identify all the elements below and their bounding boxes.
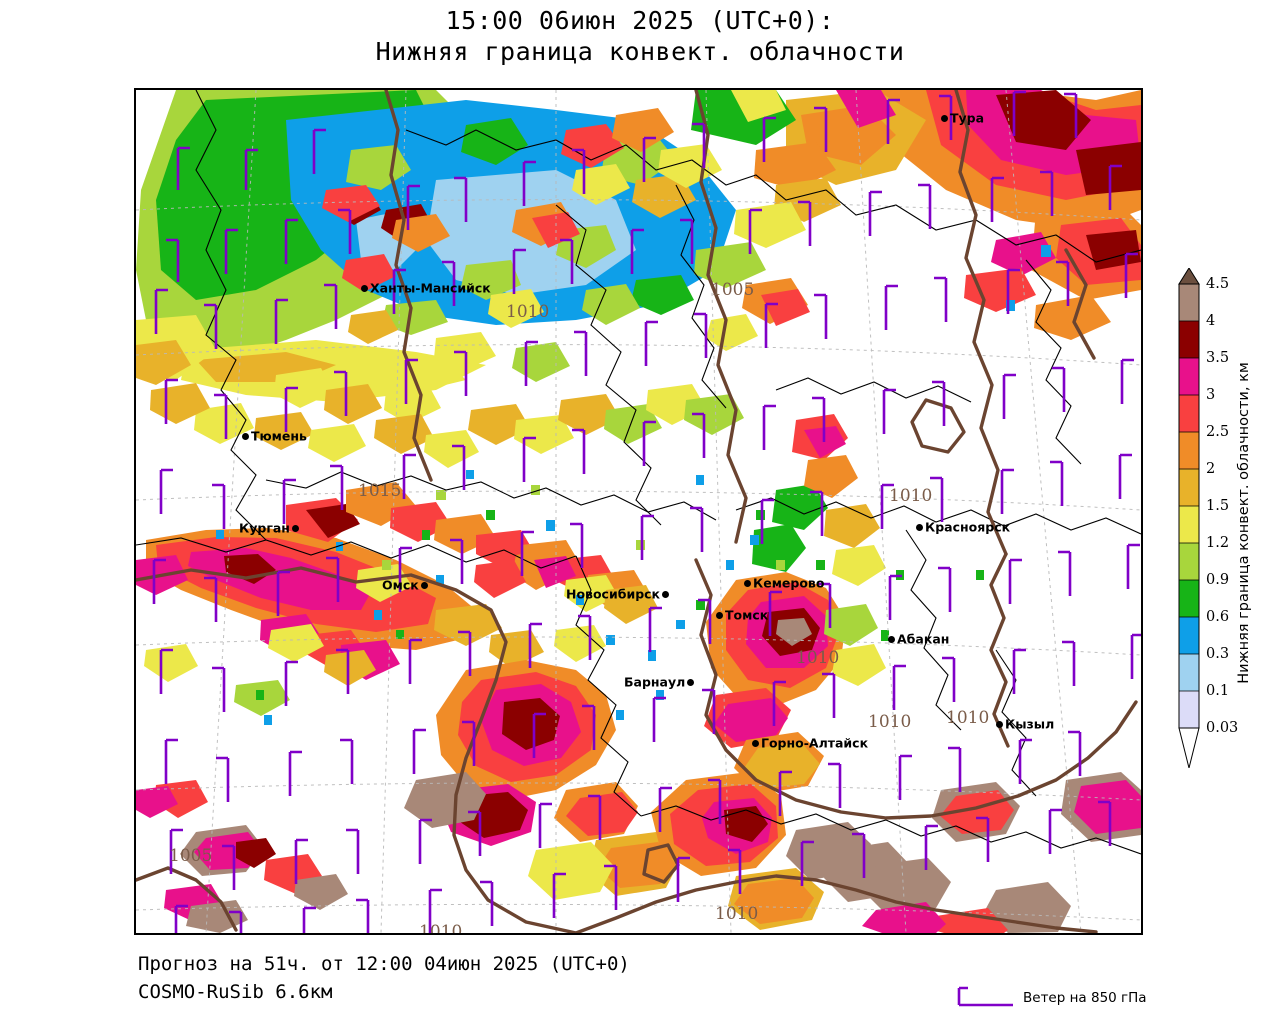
colorbar-tick-label: 3.5 (1206, 349, 1230, 366)
city-name: Барнаул (624, 674, 686, 690)
colorbar-axis-label: Нижняя граница конвект. облачности, км (1236, 362, 1252, 684)
footer: Прогноз на 51ч. от 12:00 04июн 2025 (UTC… (138, 950, 630, 1006)
isobar-label: 1010 (506, 302, 550, 322)
city-name: Красноярск (925, 519, 1011, 535)
city-name: Кемерово (753, 575, 825, 591)
city-dot-icon (291, 525, 299, 532)
colorbar-band (1179, 506, 1199, 544)
colorbar-tick-label: 1.2 (1206, 534, 1230, 551)
colorbar-tick-label: 3 (1206, 386, 1216, 403)
colorbar-tick-label: 0.9 (1206, 571, 1230, 588)
city-dot-icon (361, 285, 368, 292)
colorbar-band (1179, 580, 1199, 618)
isobar-label: 1010 (868, 712, 912, 732)
city-name: Новосибирск (566, 586, 661, 602)
colorbar-band (1179, 284, 1199, 322)
city-label: Кемерово (744, 577, 824, 590)
city-dot-icon (420, 582, 428, 589)
colorbar-tick-label: 0.03 (1206, 719, 1239, 736)
city-label: Барнаул (624, 674, 695, 690)
city-name: Тура (950, 110, 985, 126)
colorbar-band (1179, 395, 1199, 433)
isobar-label: 1010 (796, 648, 840, 668)
colorbar (1176, 268, 1202, 768)
title-variable: Нижняя граница конвект. облачности (375, 37, 905, 66)
city-dot-icon (996, 721, 1003, 728)
city-label: Ханты-Мансийск (361, 282, 491, 295)
city-label: Курган (239, 522, 299, 535)
city-label: Тюмень (242, 430, 307, 443)
city-name: Ханты-Мансийск (370, 280, 491, 296)
colorbar-band (1179, 358, 1199, 396)
weather-map[interactable]: Тура Ханты-Мансийск Тюмень Курган Омск Томск К… (134, 88, 1143, 935)
colorbar-band (1179, 691, 1199, 729)
colorbar-tick-label: 0.3 (1206, 645, 1230, 662)
city-name: Тюмень (251, 428, 307, 444)
isobar-label: 1005 (711, 280, 755, 300)
map-canvas (136, 90, 1141, 933)
wind-legend: Ветер на 850 гПа (955, 985, 1147, 1011)
city-dot-icon (916, 524, 923, 531)
colorbar-band (1179, 321, 1199, 359)
city-dot-icon (752, 740, 759, 747)
city-dot-icon (242, 433, 249, 440)
city-name: Абакан (897, 631, 950, 647)
city-label: Омск (382, 579, 428, 592)
isobar-label: 1010 (715, 904, 759, 924)
city-label: Кызыл (996, 718, 1054, 731)
city-dot-icon (716, 612, 723, 619)
city-label: Красноярск (916, 521, 1010, 534)
model-info: COSMO-RuSib 6.6км (138, 981, 333, 1003)
colorbar-tick-label: 1.5 (1206, 497, 1230, 514)
isobar-label: 1010 (889, 486, 933, 506)
city-label: Абакан (888, 633, 949, 646)
colorbar-band (1179, 654, 1199, 692)
colorbar-band (1179, 469, 1199, 507)
city-name: Кызыл (1005, 716, 1055, 732)
city-dot-icon (744, 580, 751, 587)
title-datetime: 15:00 06июн 2025 (UTC+0): (445, 6, 835, 35)
isobar-label: 1015 (358, 481, 402, 501)
colorbar-tick-label: 0.6 (1206, 608, 1230, 625)
colorbar-tick-label: 2.5 (1206, 423, 1230, 440)
city-dot-icon (888, 636, 895, 643)
city-label: Тура (941, 112, 984, 125)
colorbar-tick-label: 0.1 (1206, 682, 1230, 699)
city-name: Омск (382, 577, 419, 593)
wind-legend-label: Ветер на 850 гПа (1023, 990, 1147, 1006)
city-label: Томск (716, 609, 768, 622)
city-label: Горно-Алтайск (752, 737, 868, 750)
colorbar-band (1179, 617, 1199, 655)
colorbar-band (1179, 432, 1199, 470)
isobar-label: 1005 (169, 846, 213, 866)
city-label: Новосибирск (566, 586, 670, 602)
colorbar-tick-label: 4.5 (1206, 275, 1230, 292)
colorbar-tick-label: 4 (1206, 312, 1216, 329)
isobar-label: 1010 (419, 922, 463, 935)
colorbar-tick-label: 2 (1206, 460, 1216, 477)
isobar-label: 1010 (946, 708, 990, 728)
page-title: 15:00 06июн 2025 (UTC+0): Нижняя граница… (0, 6, 1280, 68)
city-dot-icon (687, 679, 695, 686)
wind-barb-icon (957, 986, 1013, 1007)
colorbar-band (1179, 543, 1199, 581)
colorbar-swatches (1178, 268, 1200, 768)
city-name: Томск (725, 607, 769, 623)
colorbar-top-arrow (1178, 268, 1200, 285)
city-name: Горно-Алтайск (761, 735, 869, 751)
colorbar-bottom-arrow (1178, 727, 1200, 768)
city-dot-icon (941, 115, 948, 122)
city-name: Курган (239, 520, 290, 536)
city-dot-icon (662, 591, 670, 598)
forecast-info: Прогноз на 51ч. от 12:00 04июн 2025 (UTC… (138, 953, 630, 975)
